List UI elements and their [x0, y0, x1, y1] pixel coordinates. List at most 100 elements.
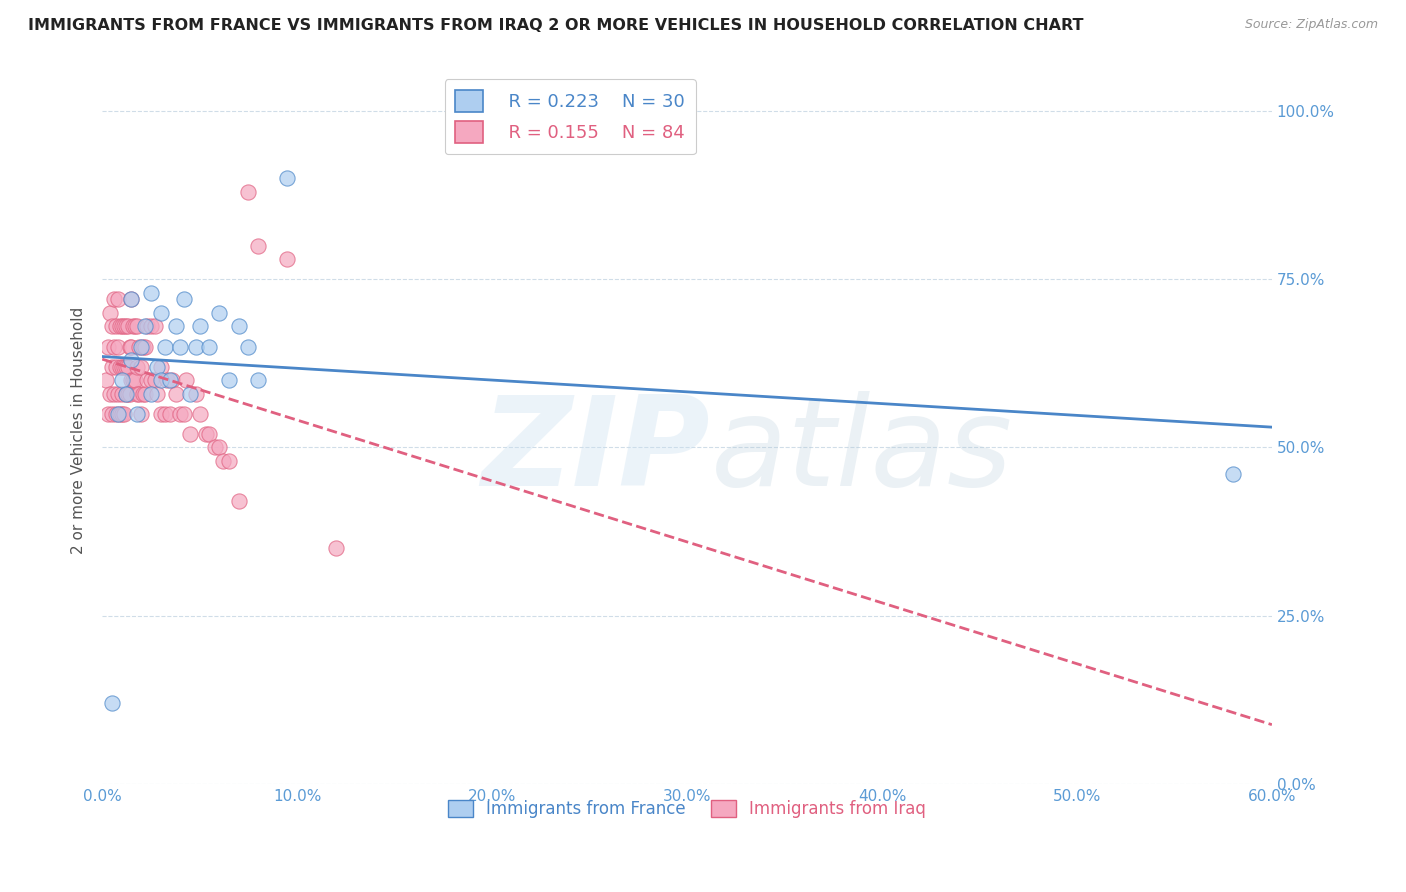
Text: atlas: atlas — [710, 392, 1012, 512]
Point — [127, 407, 149, 421]
Point — [184, 339, 207, 353]
Point — [114, 386, 136, 401]
Point — [179, 426, 201, 441]
Text: IMMIGRANTS FROM FRANCE VS IMMIGRANTS FROM IRAQ 2 OR MORE VEHICLES IN HOUSEHOLD C: IMMIGRANTS FROM FRANCE VS IMMIGRANTS FRO… — [28, 18, 1084, 33]
Point — [120, 293, 142, 307]
Point — [136, 319, 159, 334]
Point — [111, 386, 134, 401]
Point — [101, 359, 124, 374]
Point — [108, 407, 131, 421]
Point — [134, 319, 156, 334]
Point — [111, 407, 134, 421]
Point — [276, 252, 298, 266]
Point — [122, 319, 145, 334]
Point — [146, 359, 169, 374]
Point — [112, 359, 135, 374]
Point — [173, 407, 195, 421]
Point — [127, 319, 149, 334]
Point — [120, 353, 142, 368]
Point — [276, 171, 298, 186]
Point — [238, 185, 260, 199]
Point — [143, 373, 166, 387]
Point — [98, 386, 121, 401]
Point — [228, 319, 250, 334]
Point — [149, 373, 172, 387]
Text: Source: ZipAtlas.com: Source: ZipAtlas.com — [1244, 18, 1378, 31]
Point — [107, 293, 129, 307]
Point — [124, 373, 146, 387]
Point — [114, 359, 136, 374]
Point — [129, 339, 152, 353]
Point — [136, 373, 159, 387]
Point — [134, 339, 156, 353]
Point — [1222, 467, 1244, 482]
Point — [103, 386, 125, 401]
Point — [188, 407, 211, 421]
Point — [247, 238, 270, 252]
Point — [118, 339, 141, 353]
Text: ZIP: ZIP — [482, 392, 710, 512]
Point — [159, 407, 181, 421]
Point — [104, 359, 127, 374]
Point — [247, 373, 270, 387]
Point — [132, 339, 155, 353]
Point — [101, 319, 124, 334]
Point — [114, 319, 136, 334]
Point — [103, 339, 125, 353]
Point — [127, 386, 149, 401]
Point — [184, 386, 207, 401]
Point — [139, 373, 162, 387]
Point — [112, 319, 135, 334]
Point — [94, 373, 117, 387]
Point — [208, 441, 231, 455]
Point — [146, 386, 169, 401]
Point — [149, 359, 172, 374]
Point — [127, 359, 149, 374]
Point — [139, 285, 162, 300]
Legend: Immigrants from France, Immigrants from Iraq: Immigrants from France, Immigrants from … — [441, 793, 932, 825]
Point — [108, 319, 131, 334]
Point — [198, 426, 221, 441]
Point — [228, 494, 250, 508]
Point — [97, 339, 120, 353]
Point — [188, 319, 211, 334]
Point — [139, 319, 162, 334]
Point — [218, 373, 240, 387]
Point — [169, 339, 191, 353]
Point — [173, 293, 195, 307]
Point — [174, 373, 197, 387]
Point — [104, 319, 127, 334]
Point — [208, 306, 231, 320]
Point — [165, 319, 187, 334]
Point — [238, 339, 260, 353]
Point — [153, 407, 176, 421]
Point — [108, 359, 131, 374]
Point — [104, 407, 127, 421]
Point — [212, 454, 235, 468]
Point — [218, 454, 240, 468]
Point — [101, 407, 124, 421]
Point — [153, 339, 176, 353]
Point — [107, 386, 129, 401]
Point — [159, 373, 181, 387]
Point — [103, 293, 125, 307]
Point — [107, 407, 129, 421]
Point — [129, 407, 152, 421]
Point — [155, 373, 177, 387]
Point — [165, 386, 187, 401]
Point — [149, 407, 172, 421]
Point — [194, 426, 217, 441]
Point — [111, 359, 134, 374]
Point — [124, 319, 146, 334]
Point — [128, 386, 150, 401]
Point — [118, 386, 141, 401]
Point — [134, 386, 156, 401]
Point — [143, 319, 166, 334]
Point — [112, 407, 135, 421]
Point — [117, 386, 139, 401]
Point — [120, 293, 142, 307]
Point — [128, 339, 150, 353]
Y-axis label: 2 or more Vehicles in Household: 2 or more Vehicles in Household — [72, 307, 86, 554]
Point — [149, 306, 172, 320]
Point — [117, 359, 139, 374]
